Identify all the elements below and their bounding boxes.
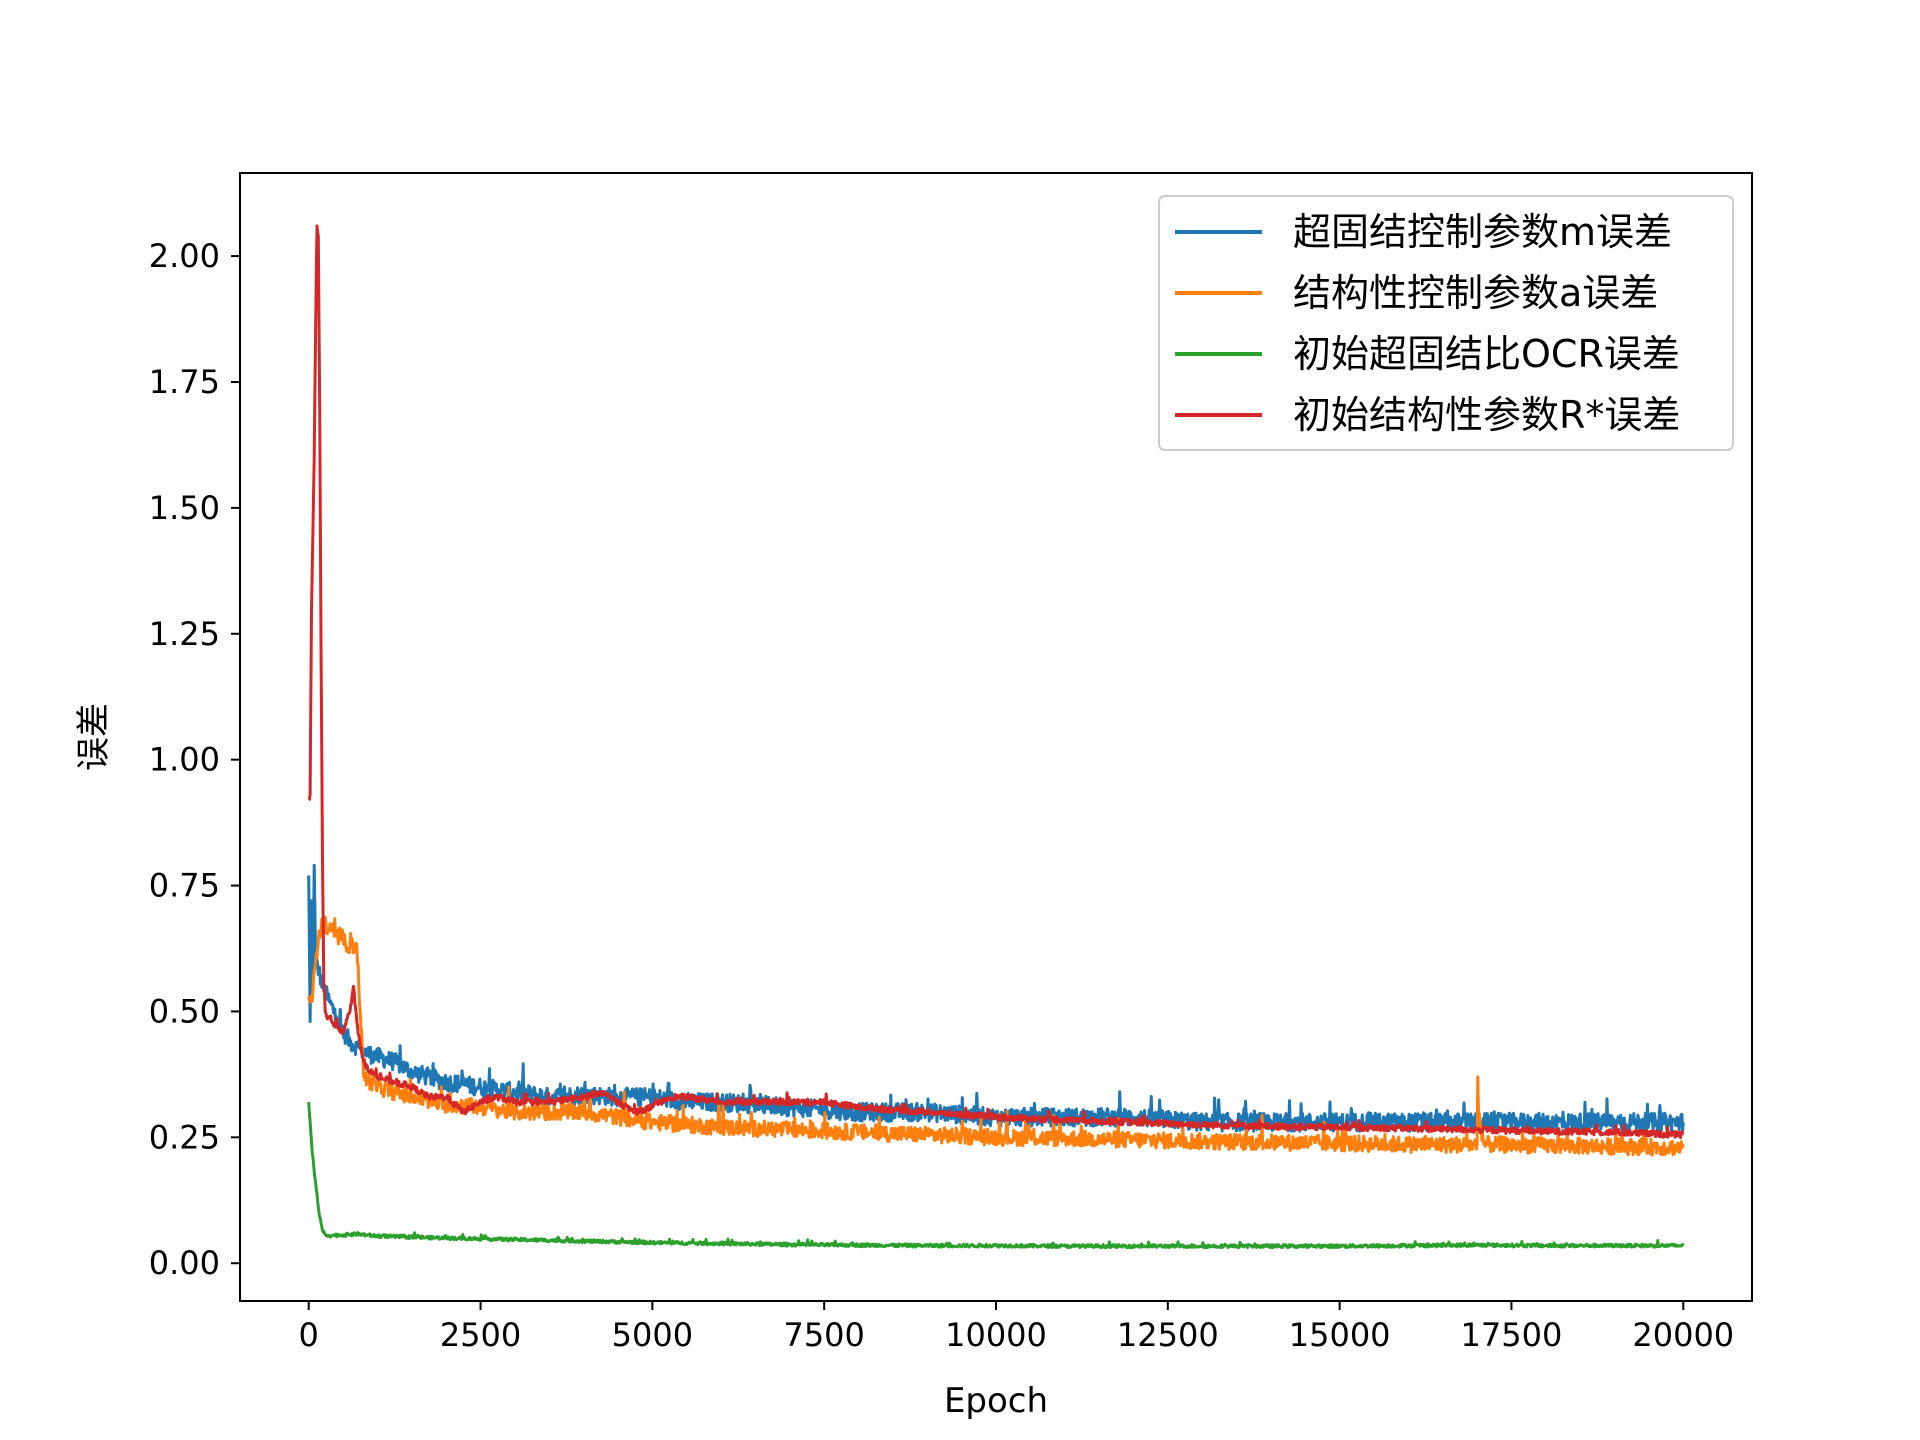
legend-frame: [1158, 195, 1734, 451]
x-tick-label: 12500: [1117, 1316, 1219, 1354]
y-axis-label: 误差: [74, 703, 114, 771]
legend-label-1: 超固结控制参数m误差: [1293, 210, 1672, 254]
x-tick-label: 20000: [1632, 1316, 1734, 1354]
legend: 超固结控制参数m误差结构性控制参数a误差初始超固结比OCR误差初始结构性参数R*…: [1158, 195, 1734, 451]
y-axis: 0.00 0.25 0.50 0.75 1.00 1.25 1.50 1.75 2.00: [149, 237, 240, 1282]
y-tick-label: 1.25: [149, 615, 220, 653]
legend-label-4: 初始结构性参数R*误差: [1293, 393, 1680, 437]
x-axis-label: Epoch: [944, 1381, 1048, 1421]
x-axis: 0 2500 5000 7500 10000 12500 15000 17500 20000: [299, 1301, 1734, 1354]
x-tick-label: 15000: [1289, 1316, 1391, 1354]
x-tick-label: 10000: [945, 1316, 1047, 1354]
x-tick-label: 17500: [1461, 1316, 1563, 1354]
series-line-2: [307, 915, 1685, 1157]
y-tick-label: 1.50: [149, 489, 220, 527]
legend-label-3: 初始超固结比OCR误差: [1293, 332, 1680, 376]
series-layer: [307, 224, 1685, 1250]
x-tick-label: 5000: [612, 1316, 693, 1354]
x-tick-label: 2500: [440, 1316, 521, 1354]
y-tick-label: 0.50: [149, 992, 220, 1030]
y-tick-label: 0.00: [149, 1244, 220, 1282]
x-tick-label: 0: [299, 1316, 319, 1354]
y-tick-label: 0.75: [149, 867, 220, 905]
y-tick-label: 0.25: [149, 1118, 220, 1156]
series-line-4: [307, 224, 1685, 1140]
series-line-3: [307, 1102, 1685, 1250]
legend-label-2: 结构性控制参数a误差: [1293, 271, 1658, 315]
y-tick-label: 1.00: [149, 741, 220, 779]
x-tick-label: 7500: [783, 1316, 864, 1354]
y-tick-label: 1.75: [149, 363, 220, 401]
y-tick-label: 2.00: [149, 237, 220, 275]
